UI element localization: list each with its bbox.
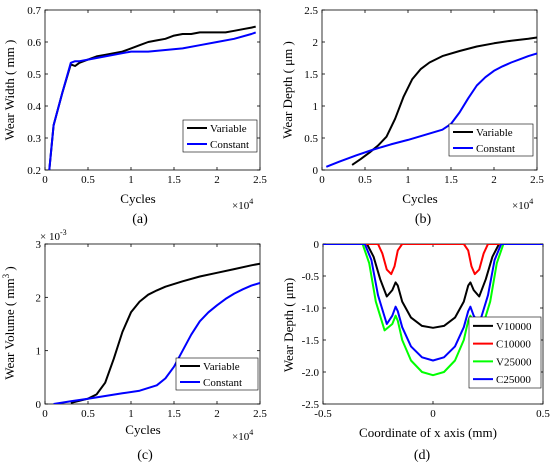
series-line-variable bbox=[48, 25, 256, 170]
panel-c-y-multiplier: × 10-3 bbox=[40, 228, 67, 243]
x-tick-label: 1 bbox=[128, 408, 134, 420]
panel-a: 0 0.5 1 1.5 2 2.5 0.2 0.3 0.4 0.5 0.6 0.7 Variable Co… bbox=[2, 5, 267, 227]
x-tick-label: 0 bbox=[42, 408, 48, 420]
series-line-variable bbox=[70, 262, 260, 404]
y-tick-label: 1 bbox=[36, 346, 42, 358]
legend-box bbox=[182, 119, 258, 153]
series-line-constant bbox=[53, 281, 260, 404]
x-tick-label: 1.5 bbox=[167, 174, 181, 186]
panel-c: 0 0.5 1 1.5 2 2.5 0 1 2 3 Variable Constant Wear Vo… bbox=[1, 228, 267, 463]
legend-label: Variable bbox=[210, 123, 247, 135]
panel-d-xlabel: Coordinate of x axis (mm) bbox=[359, 425, 497, 440]
legend: Variable Constant bbox=[448, 123, 534, 157]
x-tick-label: 0 bbox=[42, 174, 48, 186]
legend: V10000 C10000 V25000 C25000 bbox=[468, 316, 542, 389]
x-tick-label: 0.5 bbox=[81, 174, 95, 186]
legend-box bbox=[448, 123, 534, 157]
panel-b-xlabel: Cycles bbox=[402, 191, 437, 206]
x-tick-label: -0.5 bbox=[314, 408, 332, 420]
x-tick-label: 2 bbox=[214, 408, 220, 420]
y-tick-label: 0.4 bbox=[27, 101, 41, 113]
panel-d: -0.5 0 0.5 -2.5 -2.0 -1.5 -1.0 -0.5 0 V10000 C1000… bbox=[281, 239, 550, 463]
panel-c-ylabel: Wear Volume ( mm3 ) bbox=[1, 266, 17, 379]
y-tick-label: 1 bbox=[313, 101, 319, 113]
legend-label: Constant bbox=[210, 139, 249, 151]
panel-c-x-multiplier: ×104 bbox=[232, 428, 253, 443]
x-tick-label: 0.5 bbox=[81, 408, 95, 420]
series-line-constant bbox=[325, 52, 537, 168]
y-tick-label: 0.6 bbox=[27, 37, 41, 49]
series-line-constant bbox=[48, 31, 257, 170]
panel-b-ylabel: Wear Depth ( μm ) bbox=[280, 41, 295, 139]
y-tick-label: -2.5 bbox=[302, 399, 320, 411]
panel-b-caption: (b) bbox=[415, 212, 432, 227]
y-tick-label: 0.5 bbox=[304, 133, 318, 145]
axes-box bbox=[44, 243, 261, 405]
panel-a-x-multiplier: ×104 bbox=[232, 197, 253, 212]
legend-box bbox=[175, 357, 259, 391]
y-tick-label: 2 bbox=[36, 292, 42, 304]
legend-box bbox=[468, 316, 542, 389]
x-tick-label: 2 bbox=[491, 174, 497, 186]
series-line-c25000 bbox=[323, 244, 543, 362]
y-tick-label: 2 bbox=[313, 37, 319, 49]
legend-label: V25000 bbox=[496, 356, 532, 368]
x-tick-label: 0 bbox=[430, 408, 436, 420]
panel-a-xlabel: Cycles bbox=[120, 191, 155, 206]
y-tick-label: 1.5 bbox=[304, 69, 318, 81]
y-tick-label: -2.0 bbox=[302, 367, 320, 379]
x-tick-label: 1 bbox=[128, 174, 134, 186]
legend-label: Variable bbox=[203, 361, 240, 373]
axes-box bbox=[321, 9, 538, 171]
x-tick-label: 2 bbox=[214, 174, 220, 186]
x-tick-label: 1.5 bbox=[444, 174, 458, 186]
y-tick-label: 3 bbox=[36, 239, 42, 251]
panel-d-ylabel: Wear Depth ( μm) bbox=[281, 278, 296, 372]
legend-label: Constant bbox=[203, 377, 242, 389]
legend-label: Constant bbox=[476, 143, 515, 155]
panel-b: 0 0.5 1 1.5 2 2.5 0 0.5 1 1.5 2 2.5 Variable Constant… bbox=[280, 5, 544, 227]
panel-c-xlabel: Cycles bbox=[125, 422, 160, 437]
panel-c-caption: (c) bbox=[137, 448, 153, 463]
x-tick-label: 0.5 bbox=[358, 174, 372, 186]
panel-b-x-multiplier: ×104 bbox=[512, 197, 533, 212]
axes-box bbox=[44, 9, 261, 171]
series-line-v10000 bbox=[323, 244, 543, 329]
y-tick-label: -1.5 bbox=[302, 335, 320, 347]
y-tick-label: -1.0 bbox=[302, 303, 320, 315]
y-tick-label: 0.7 bbox=[27, 5, 41, 17]
legend: Variable Constant bbox=[175, 357, 259, 391]
series-line-c10000 bbox=[323, 244, 543, 276]
x-tick-label: 1.5 bbox=[167, 408, 181, 420]
x-tick-label: 2.5 bbox=[253, 408, 267, 420]
legend-label: C25000 bbox=[496, 374, 531, 386]
y-tick-label: 2.5 bbox=[304, 5, 318, 17]
panel-a-caption: (a) bbox=[132, 212, 148, 227]
y-tick-label: 0.3 bbox=[27, 133, 41, 145]
x-tick-label: 0.5 bbox=[536, 408, 550, 420]
panel-d-caption: (d) bbox=[414, 448, 431, 463]
y-tick-label: 0.5 bbox=[27, 69, 41, 81]
legend-label: V10000 bbox=[496, 321, 532, 333]
y-tick-label: 0 bbox=[314, 239, 320, 251]
y-tick-label: 0 bbox=[36, 399, 42, 411]
y-tick-label: 0 bbox=[313, 165, 319, 177]
x-tick-label: 1 bbox=[405, 174, 411, 186]
x-tick-label: 0 bbox=[319, 174, 325, 186]
x-tick-label: 2.5 bbox=[530, 174, 544, 186]
legend: Variable Constant bbox=[182, 119, 258, 153]
legend-label: C10000 bbox=[496, 339, 531, 351]
y-tick-label: 0.2 bbox=[27, 165, 41, 177]
x-tick-label: 2.5 bbox=[253, 174, 267, 186]
legend-label: Variable bbox=[476, 127, 513, 139]
panel-a-ylabel: Wear Width ( mm ) bbox=[2, 40, 17, 141]
y-tick-label: -0.5 bbox=[302, 271, 320, 283]
